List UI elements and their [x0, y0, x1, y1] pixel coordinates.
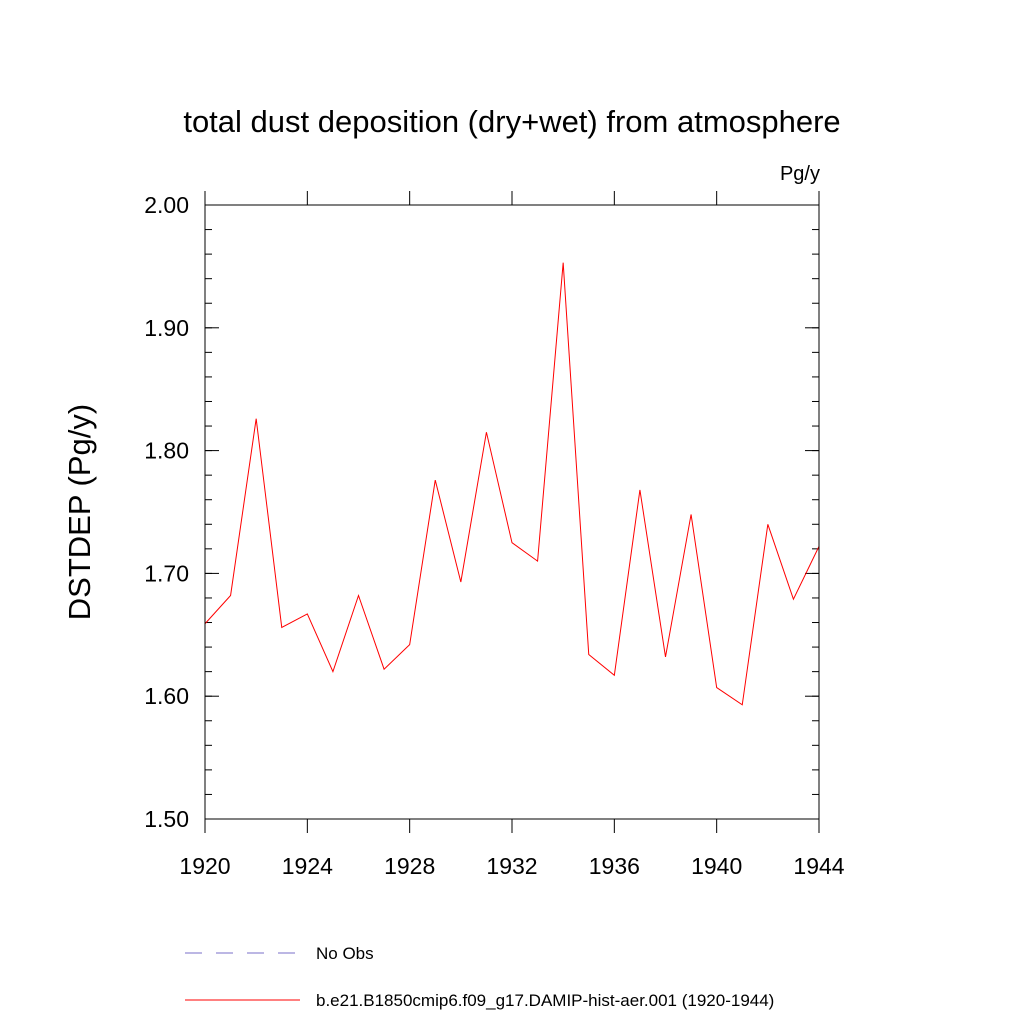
x-tick-label: 1928 [384, 853, 435, 879]
data-point [435, 479, 436, 480]
data-point [383, 669, 384, 670]
axis-ticks [204, 191, 820, 833]
data-point [614, 675, 615, 676]
data-point [563, 262, 564, 263]
series-line [204, 262, 820, 706]
data-point [256, 418, 257, 419]
y-tick-label: 1.50 [144, 806, 189, 832]
data-point [665, 656, 666, 657]
axis-tick-labels: 1920 1924 1928 1932 1936 1940 1944 1.50 1.60 1.70… [144, 192, 845, 879]
legend-label-no-obs: No Obs [316, 944, 374, 963]
y-tick-label: 1.60 [144, 683, 189, 709]
data-point [793, 599, 794, 600]
x-tick-label: 1944 [793, 853, 844, 879]
data-point [486, 432, 487, 433]
x-tick-label: 1936 [589, 853, 640, 879]
legend-label-series: b.e21.B1850cmip6.f09_g17.DAMIP-hist-aer.… [316, 991, 774, 1010]
data-point [690, 514, 691, 515]
x-tick-label: 1920 [179, 853, 230, 879]
data-point [588, 654, 589, 655]
x-tick-label: 1932 [486, 853, 537, 879]
y-tick-label: 2.00 [144, 192, 189, 218]
data-point [332, 671, 333, 672]
legend: No Obs b.e21.B1850cmip6.f09_g17.DAMIP-hi… [185, 944, 774, 1010]
x-tick-label: 1940 [691, 853, 742, 879]
data-point [767, 524, 768, 525]
data-point [460, 581, 461, 582]
data-point [511, 542, 512, 543]
data-point [742, 704, 743, 705]
data-point [409, 644, 410, 645]
y-tick-label: 1.90 [144, 315, 189, 341]
units-label: Pg/y [780, 163, 820, 185]
data-point [307, 613, 308, 614]
y-tick-label: 1.80 [144, 438, 189, 464]
data-point [281, 627, 282, 628]
y-tick-label: 1.70 [144, 560, 189, 586]
data-point [537, 561, 538, 562]
data-point [358, 595, 359, 596]
series-layer [204, 262, 820, 706]
data-point [639, 489, 640, 490]
data-point [230, 595, 231, 596]
y-axis-label: DSTDEP (Pg/y) [62, 404, 97, 620]
x-tick-label: 1924 [282, 853, 333, 879]
chart-title: total dust deposition (dry+wet) from atm… [183, 104, 840, 139]
plot-frame [204, 204, 820, 820]
data-point [716, 687, 717, 688]
